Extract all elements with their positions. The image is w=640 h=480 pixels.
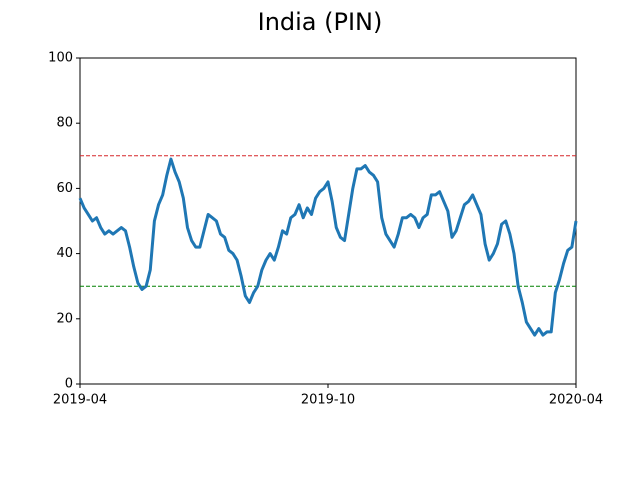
data-line [78, 157, 578, 337]
y-tick-label: 20 [56, 311, 73, 326]
y-tick-label: 60 [56, 181, 73, 196]
y-tick-label: 0 [65, 377, 73, 392]
y-tick-label: 100 [48, 51, 73, 66]
y-tick-label: 80 [56, 116, 73, 131]
x-tick-label: 2019-04 [53, 393, 107, 408]
x-tick-label: 2020-04 [549, 393, 603, 408]
y-tick-label: 40 [56, 246, 73, 261]
chart-title: India (PIN) [258, 8, 383, 36]
x-tick-label: 2019-10 [301, 393, 355, 408]
